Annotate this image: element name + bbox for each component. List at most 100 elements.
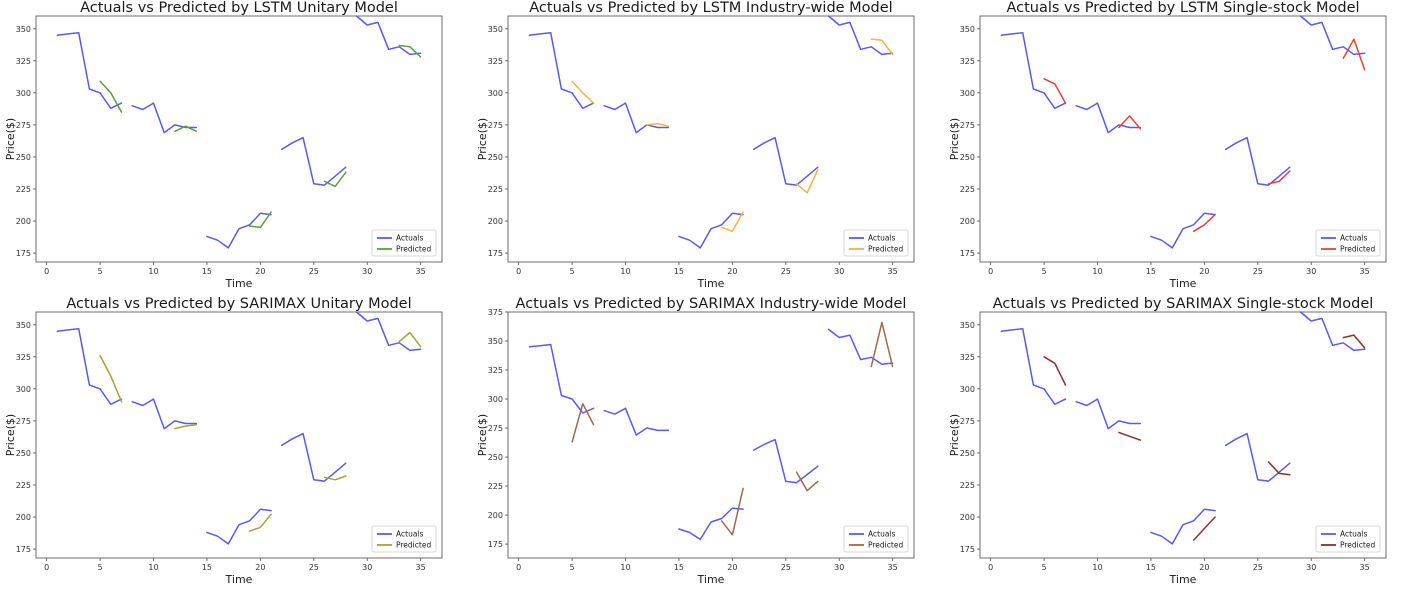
series-line-predicted xyxy=(720,211,744,233)
series-line-predicted xyxy=(1043,356,1067,386)
x-axis-label: Time xyxy=(225,277,253,290)
line-chart: Actuals vs Predicted by LSTM Single-stoc… xyxy=(948,0,1387,290)
x-tick-label: 25 xyxy=(309,267,319,276)
x-tick-label: 5 xyxy=(570,563,575,572)
y-tick-label: 325 xyxy=(488,57,503,66)
y-tick-label: 300 xyxy=(960,385,975,394)
x-tick-label: 10 xyxy=(1092,267,1102,276)
series-line-actuals xyxy=(280,432,347,482)
y-tick-label: 200 xyxy=(16,513,31,522)
y-axis-label: Price($) xyxy=(4,118,17,160)
series-line-predicted xyxy=(571,80,595,104)
y-tick-label: 175 xyxy=(16,545,31,554)
y-tick-label: 300 xyxy=(488,395,503,404)
y-axis-label: Price($) xyxy=(476,414,489,456)
series-line-actuals xyxy=(678,212,744,249)
x-tick-label: 20 xyxy=(1199,563,1209,572)
y-tick-label: 250 xyxy=(16,153,31,162)
x-axis-label: Time xyxy=(225,573,253,586)
x-tick-label: 25 xyxy=(781,267,791,276)
y-tick-label: 200 xyxy=(488,511,503,520)
x-tick-label: 5 xyxy=(98,563,103,572)
y-axis-label: Price($) xyxy=(476,118,489,160)
y-axis-label: Price($) xyxy=(4,414,17,456)
x-tick-label: 0 xyxy=(988,563,993,572)
chart-title: Actuals vs Predicted by LSTM Industry-wi… xyxy=(529,0,892,16)
series-line-predicted xyxy=(1192,516,1216,541)
series-line-predicted xyxy=(1342,334,1366,349)
y-tick-label: 225 xyxy=(488,482,503,491)
y-tick-label: 250 xyxy=(488,453,503,462)
series-line-actuals xyxy=(206,212,272,249)
legend-label-actuals: Actuals xyxy=(396,530,423,539)
y-tick-label: 225 xyxy=(960,481,975,490)
series-line-actuals xyxy=(1075,102,1142,134)
series-line-actuals xyxy=(752,136,819,186)
series-line-predicted xyxy=(248,513,272,532)
y-tick-label: 175 xyxy=(16,249,31,258)
line-chart: Actuals vs Predicted by SARIMAX Single-s… xyxy=(948,296,1387,586)
series-line-predicted xyxy=(248,211,272,229)
x-tick-label: 30 xyxy=(362,563,372,572)
y-tick-label: 325 xyxy=(16,57,31,66)
x-tick-label: 10 xyxy=(620,563,630,572)
series-line-predicted xyxy=(99,80,123,113)
series-line-actuals xyxy=(603,407,670,436)
x-tick-label: 30 xyxy=(1306,563,1316,572)
x-tick-label: 15 xyxy=(1146,267,1156,276)
legend-label-predicted: Predicted xyxy=(396,541,431,550)
y-tick-label: 200 xyxy=(960,217,975,226)
series-line-actuals xyxy=(603,102,670,134)
legend-label-predicted: Predicted xyxy=(1340,541,1375,550)
series-line-actuals xyxy=(1000,31,1067,110)
x-tick-label: 20 xyxy=(255,267,265,276)
y-tick-label: 175 xyxy=(488,540,503,549)
y-tick-label: 250 xyxy=(960,449,975,458)
plot-frame xyxy=(35,15,443,263)
series-line-predicted xyxy=(646,122,670,127)
y-tick-label: 275 xyxy=(16,417,31,426)
series-line-actuals xyxy=(1000,327,1067,406)
y-tick-label: 325 xyxy=(960,57,975,66)
series-line-predicted xyxy=(1043,78,1067,104)
x-tick-label: 35 xyxy=(1360,563,1370,572)
x-tick-label: 25 xyxy=(781,563,791,572)
chart-title: Actuals vs Predicted by LSTM Unitary Mod… xyxy=(80,0,398,16)
x-tick-label: 30 xyxy=(834,563,844,572)
series-line-predicted xyxy=(1118,115,1142,130)
chart-panel-lstm-single-stock: Actuals vs Predicted by LSTM Single-stoc… xyxy=(944,0,1414,295)
x-tick-label: 5 xyxy=(570,267,575,276)
x-axis-label: Time xyxy=(1169,277,1197,290)
y-tick-label: 325 xyxy=(488,366,503,375)
y-tick-label: 250 xyxy=(16,449,31,458)
x-tick-label: 15 xyxy=(674,563,684,572)
x-tick-label: 10 xyxy=(620,267,630,276)
series-line-predicted xyxy=(870,38,894,56)
y-axis-label: Price($) xyxy=(948,414,961,456)
x-tick-label: 30 xyxy=(1306,267,1316,276)
x-tick-label: 20 xyxy=(727,563,737,572)
x-tick-label: 20 xyxy=(727,267,737,276)
series-line-actuals xyxy=(280,136,347,186)
series-line-predicted xyxy=(1342,38,1366,71)
plot-frame xyxy=(979,311,1387,559)
x-tick-label: 5 xyxy=(1042,267,1047,276)
series-line-actuals xyxy=(1150,212,1216,249)
x-tick-label: 20 xyxy=(1199,267,1209,276)
x-tick-label: 15 xyxy=(1146,563,1156,572)
legend-label-predicted: Predicted xyxy=(868,541,903,550)
y-tick-label: 275 xyxy=(960,121,975,130)
series-line-predicted xyxy=(795,471,819,492)
x-axis-label: Time xyxy=(697,573,725,586)
x-tick-label: 20 xyxy=(255,563,265,572)
line-chart: Actuals vs Predicted by SARIMAX Unitary … xyxy=(4,296,443,586)
x-tick-label: 35 xyxy=(888,563,898,572)
y-tick-label: 250 xyxy=(960,153,975,162)
x-tick-label: 10 xyxy=(1092,563,1102,572)
legend-label-predicted: Predicted xyxy=(868,245,903,254)
x-axis-label: Time xyxy=(697,277,725,290)
series-line-predicted xyxy=(398,44,422,58)
y-tick-label: 200 xyxy=(16,217,31,226)
y-tick-label: 200 xyxy=(960,513,975,522)
